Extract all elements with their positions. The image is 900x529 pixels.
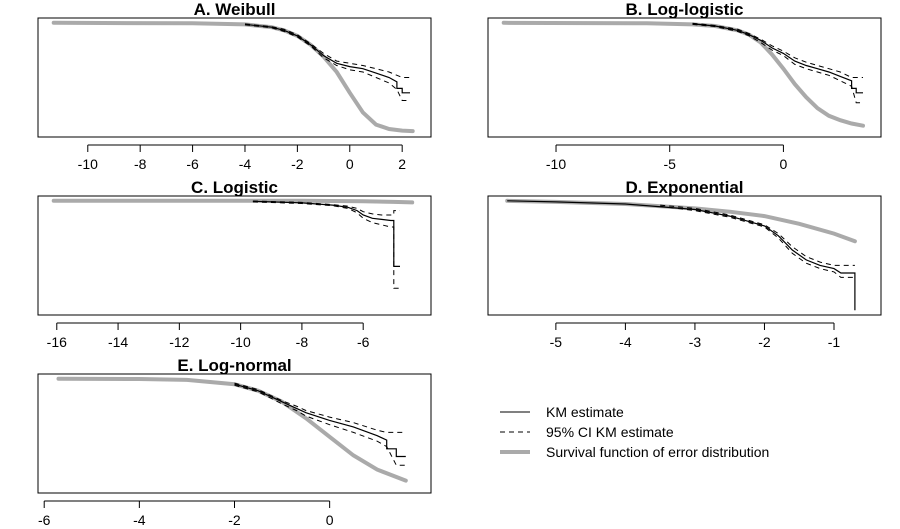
ci-km-line: [660, 205, 855, 278]
km-estimate-line: [234, 383, 406, 458]
x-tick-label: -10: [78, 156, 98, 172]
legend-label-ci: 95% CI KM estimate: [546, 424, 674, 440]
survival-function-line: [56, 376, 408, 483]
plot-frame: [37, 373, 432, 494]
chart-panel-2: B. Log-logistic -10 -5 0: [487, 0, 882, 172]
chart-panel-4: D. Exponential -5 -4 -3 -2 -1: [487, 178, 882, 350]
plot-frame: [487, 17, 882, 138]
chart-panel-1: A. Weibull -10 -8 -6 -4 -2 0 2: [37, 0, 432, 172]
survival-function-line: [51, 198, 415, 205]
km-estimate-line: [692, 23, 863, 94]
ci-km-line: [234, 382, 406, 433]
survival-function-line: [51, 20, 415, 134]
legend: KM estimate 95% CI KM estimate Survival …: [500, 404, 769, 460]
x-tick-label: -4: [133, 512, 146, 528]
panels-group: A. Weibull-10 -8 -6 -4 -2 0 2B. Log-logistic-1…: [37, 0, 882, 528]
x-tick-label: -5: [663, 156, 676, 172]
x-tick-label: -6: [38, 512, 51, 528]
x-tick-label: 0: [326, 512, 334, 528]
chart-title: A. Weibull: [194, 0, 276, 19]
legend-label-km: KM estimate: [546, 404, 624, 420]
ci-km-line: [252, 200, 400, 216]
ci-km-line: [692, 22, 863, 78]
x-tick-label: 2: [398, 156, 406, 172]
x-tick-label: -6: [186, 156, 199, 172]
km-estimate-line: [507, 200, 856, 311]
chart-title: C. Logistic: [191, 178, 278, 197]
x-tick-label: -6: [357, 334, 370, 350]
x-tick-label: 0: [780, 156, 788, 172]
x-tick-label: -8: [296, 334, 309, 350]
x-tick-label: -2: [291, 156, 304, 172]
x-tick-label: -1: [828, 334, 841, 350]
x-tick-label: -16: [47, 334, 67, 350]
km-estimate-line: [244, 23, 410, 94]
x-tick-label: -14: [108, 334, 128, 350]
x-tick-label: 0: [346, 156, 354, 172]
plot-frame: [37, 195, 432, 316]
ci-km-line: [234, 384, 406, 466]
ci-km-line: [692, 23, 863, 104]
ci-km-line: [660, 204, 855, 266]
x-tick-label: -3: [689, 334, 702, 350]
x-tick-label: -2: [228, 512, 241, 528]
survival-function-line: [501, 20, 865, 128]
x-tick-label: -5: [550, 334, 563, 350]
chart-title: E. Log-normal: [177, 356, 291, 375]
legend-label-survival: Survival function of error distribution: [546, 444, 769, 460]
x-tick-label: -4: [239, 156, 252, 172]
plot-frame: [37, 17, 432, 138]
x-tick-label: -4: [619, 334, 632, 350]
ci-km-line: [244, 24, 410, 101]
x-tick-label: -12: [169, 334, 189, 350]
km-estimate-line: [252, 200, 400, 267]
chart-panel-3: C. Logistic -16 -14 -12 -10 -8 -6: [37, 178, 432, 350]
plot-frame: [487, 195, 882, 316]
x-tick-label: -8: [134, 156, 147, 172]
x-tick-label: -10: [231, 334, 251, 350]
chart-panel-5: E. Log-normal -6 -4 -2 0: [37, 356, 432, 528]
ci-km-line: [244, 23, 410, 78]
ci-km-line: [252, 201, 400, 289]
x-tick-label: -2: [758, 334, 771, 350]
x-tick-label: -10: [546, 156, 566, 172]
chart-title: B. Log-logistic: [625, 0, 743, 19]
chart-title: D. Exponential: [625, 178, 743, 197]
